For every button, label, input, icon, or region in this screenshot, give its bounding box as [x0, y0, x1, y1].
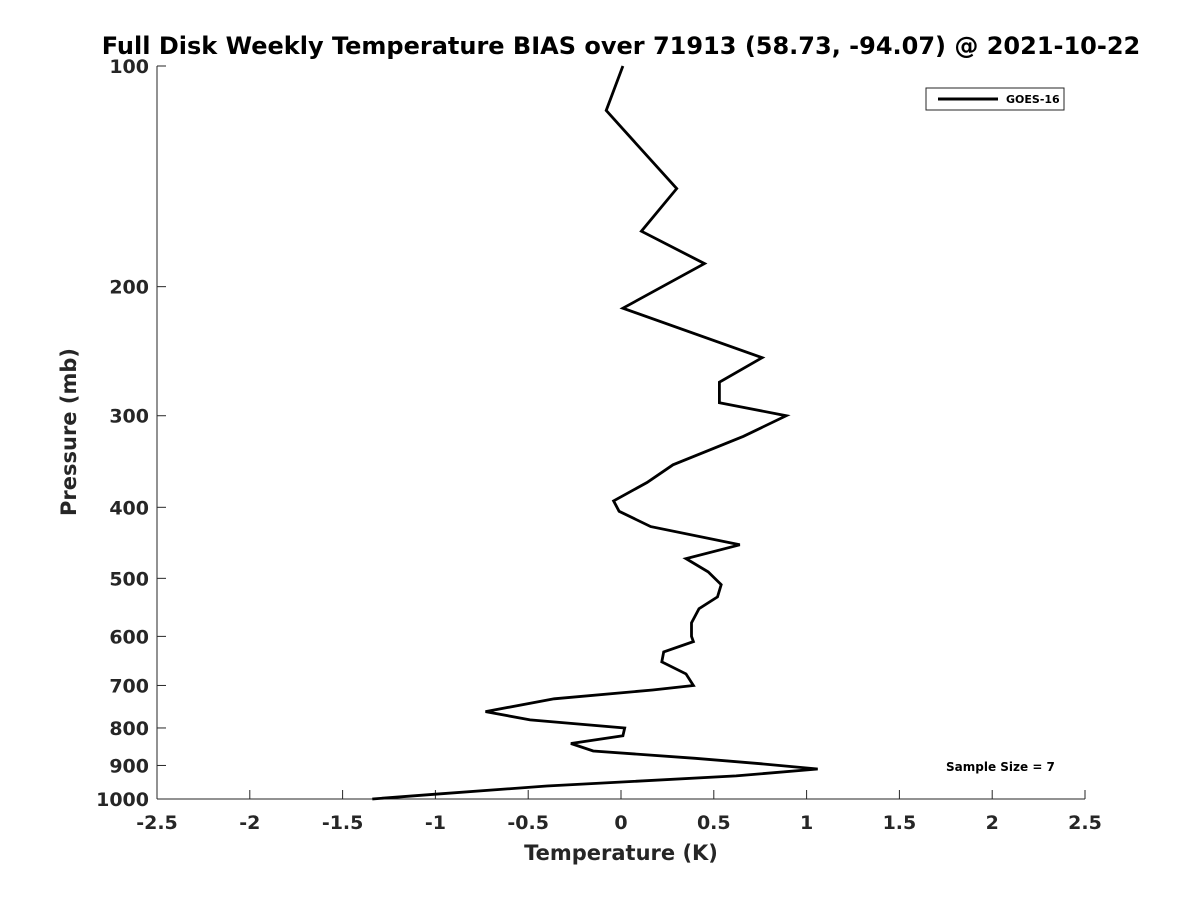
y-tick-label: 1000 — [96, 789, 149, 811]
y-tick-label: 100 — [109, 56, 149, 78]
x-tick-label: -2.5 — [136, 812, 178, 834]
x-tick-label: -1.5 — [322, 812, 364, 834]
y-tick-label: 500 — [109, 568, 149, 590]
x-tick-label: 1 — [800, 812, 813, 834]
x-tick-label: -0.5 — [507, 812, 549, 834]
y-tick-label: 800 — [109, 718, 149, 740]
series-line-goes-16 — [372, 65, 818, 801]
legend-label-goes-16: GOES-16 — [1006, 93, 1060, 106]
y-axis-label: Pressure (mb) — [57, 348, 81, 516]
y-axis-ticks: 100 200 300 400 500 600 700 800 900 1000 — [96, 56, 166, 811]
x-axis-label: Temperature (K) — [524, 841, 718, 865]
y-tick-label: 300 — [109, 406, 149, 428]
y-tick-label: 400 — [109, 497, 149, 519]
x-tick-label: 1.5 — [883, 812, 917, 834]
y-tick-label: 900 — [109, 755, 149, 777]
chart-title: Full Disk Weekly Temperature BIAS over 7… — [102, 32, 1141, 60]
x-tick-label: -2 — [239, 812, 260, 834]
y-tick-label: 600 — [109, 626, 149, 648]
x-tick-label: 0.5 — [697, 812, 731, 834]
y-tick-label: 700 — [109, 675, 149, 697]
sample-size-annotation: Sample Size = 7 — [946, 760, 1055, 774]
x-tick-label: 0 — [614, 812, 627, 834]
legend: GOES-16 — [925, 87, 1065, 111]
x-tick-label: -1 — [425, 812, 446, 834]
y-tick-label: 200 — [109, 277, 149, 299]
x-tick-label: 2 — [986, 812, 999, 834]
series-layer — [372, 65, 818, 801]
x-tick-label: 2.5 — [1068, 812, 1102, 834]
x-axis-ticks: -2.5 -2 -1.5 -1 -0.5 0 0.5 1 1.5 2 2.5 — [136, 790, 1102, 834]
plot-axes — [156, 66, 1085, 800]
